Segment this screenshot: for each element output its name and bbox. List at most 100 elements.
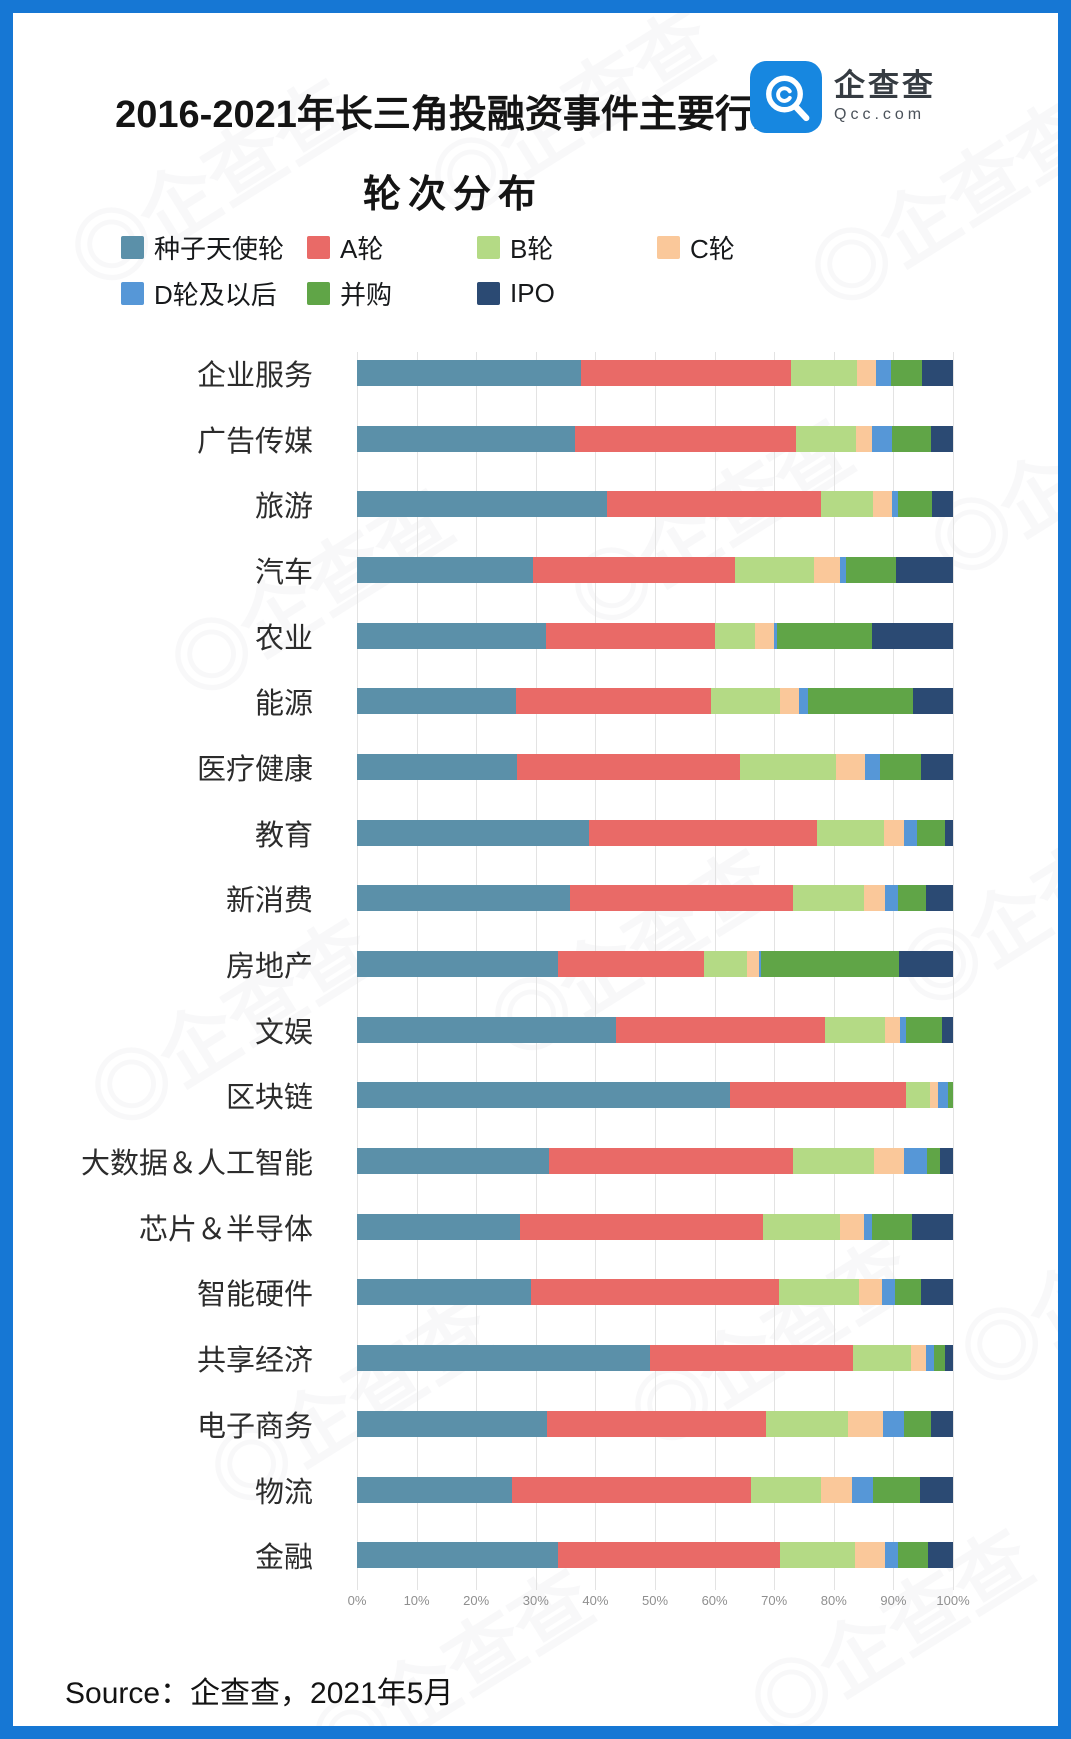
bar-segment bbox=[883, 1410, 905, 1437]
chart-title-line2: 轮次分布 bbox=[362, 174, 543, 216]
bar-track bbox=[357, 753, 953, 780]
legend-swatch bbox=[307, 235, 330, 259]
bar-segment bbox=[899, 1016, 906, 1043]
bar-segment bbox=[758, 951, 762, 978]
bar-segment bbox=[357, 359, 581, 386]
bar-segment bbox=[799, 688, 808, 715]
bar-segment bbox=[780, 688, 800, 715]
bar-segment bbox=[357, 951, 558, 978]
bar-segment bbox=[532, 556, 735, 583]
chart-title-line1: 2016-2021年长三角投融资事件主要行业 bbox=[115, 94, 791, 136]
x-tick-label: 90% bbox=[880, 1593, 907, 1608]
bar-segment bbox=[934, 1345, 945, 1372]
bar-track bbox=[357, 1345, 953, 1372]
bar-segment bbox=[545, 622, 716, 649]
bar-segment bbox=[859, 1279, 883, 1306]
bar-segment bbox=[357, 491, 608, 518]
bar-segment bbox=[511, 1476, 751, 1503]
category-label: 企业服务 bbox=[196, 359, 313, 392]
bar-track bbox=[357, 491, 953, 518]
bar-segment bbox=[904, 1410, 932, 1437]
bar-track bbox=[357, 556, 953, 583]
bar-segment bbox=[715, 622, 755, 649]
bar-segment bbox=[615, 1016, 826, 1043]
bar-segment bbox=[820, 491, 874, 518]
bar-segment bbox=[885, 1542, 899, 1569]
bar-segment bbox=[814, 556, 840, 583]
bar-segment bbox=[890, 359, 922, 386]
category-label: 共享经济 bbox=[196, 1345, 313, 1378]
bar-segment bbox=[357, 556, 533, 583]
bar-segment bbox=[357, 1082, 730, 1109]
bar-segment bbox=[898, 1542, 928, 1569]
bar-segment bbox=[925, 1345, 935, 1372]
chart-row: 金融 bbox=[13, 1522, 1058, 1588]
bar-track bbox=[357, 1279, 953, 1306]
bar-segment bbox=[780, 1542, 856, 1569]
bar-segment bbox=[357, 1016, 616, 1043]
chart-row: 新消费 bbox=[13, 866, 1058, 932]
bar-segment bbox=[357, 425, 575, 452]
bar-segment bbox=[905, 1082, 931, 1109]
bar-segment bbox=[357, 885, 570, 912]
bar-track bbox=[357, 688, 953, 715]
bar-segment bbox=[839, 556, 847, 583]
category-label: 文娱 bbox=[254, 1016, 313, 1049]
category-label: 医疗健康 bbox=[196, 753, 313, 786]
bar-segment bbox=[897, 491, 932, 518]
bar-segment bbox=[589, 819, 817, 846]
bar-segment bbox=[574, 425, 797, 452]
chart-row: 能源 bbox=[13, 668, 1058, 734]
bar-segment bbox=[855, 425, 872, 452]
bar-track bbox=[357, 1148, 953, 1175]
bar-segment bbox=[948, 1082, 953, 1109]
category-label: 智能硬件 bbox=[196, 1279, 313, 1312]
bar-segment bbox=[750, 1476, 822, 1503]
bar-segment bbox=[897, 885, 926, 912]
bar-segment bbox=[796, 425, 856, 452]
legend-item: B轮 bbox=[477, 229, 657, 266]
legend-item: 并购 bbox=[307, 275, 477, 312]
bar-segment bbox=[874, 1148, 905, 1175]
bar-segment bbox=[891, 425, 931, 452]
bar-segment bbox=[816, 819, 885, 846]
bar-segment bbox=[703, 951, 747, 978]
legend-swatch bbox=[477, 281, 500, 305]
bar-segment bbox=[873, 1476, 920, 1503]
bar-segment bbox=[938, 1082, 949, 1109]
bar-segment bbox=[927, 1542, 953, 1569]
bar-track bbox=[357, 1213, 953, 1240]
bar-segment bbox=[763, 1213, 841, 1240]
bar-track bbox=[357, 1082, 953, 1109]
legend-row-1: 种子天使轮 A轮 B轮 C轮 bbox=[121, 224, 807, 270]
category-label: 教育 bbox=[254, 819, 313, 852]
chart-row: 广告传媒 bbox=[13, 406, 1058, 472]
bar-segment bbox=[931, 491, 953, 518]
legend-label: A轮 bbox=[340, 233, 384, 264]
category-label: 旅游 bbox=[254, 491, 313, 524]
bar-segment bbox=[740, 753, 836, 780]
bar-segment bbox=[871, 425, 892, 452]
bar-segment bbox=[942, 1016, 953, 1043]
bar-segment bbox=[939, 1148, 953, 1175]
bar-segment bbox=[357, 1148, 549, 1175]
legend-label: D轮及以后 bbox=[154, 279, 277, 310]
category-label: 农业 bbox=[254, 622, 313, 655]
bar-track bbox=[357, 951, 953, 978]
qcc-logo-text-block: 企查查 Qcc.com bbox=[834, 68, 936, 126]
category-label: 汽车 bbox=[254, 556, 313, 589]
chart-row: 教育 bbox=[13, 800, 1058, 866]
bar-segment bbox=[885, 1016, 900, 1043]
x-tick-label: 40% bbox=[582, 1593, 609, 1608]
bar-track bbox=[357, 1410, 953, 1437]
bar-segment bbox=[357, 1410, 548, 1437]
bar-segment bbox=[357, 819, 590, 846]
bar-segment bbox=[920, 1279, 953, 1306]
bar-segment bbox=[895, 1279, 921, 1306]
category-label: 新消费 bbox=[225, 885, 313, 918]
bar-segment bbox=[357, 1279, 532, 1306]
chart-row: 农业 bbox=[13, 603, 1058, 669]
bar-segment bbox=[873, 491, 892, 518]
category-label: 电子商务 bbox=[196, 1410, 313, 1443]
legend-swatch bbox=[121, 281, 144, 305]
